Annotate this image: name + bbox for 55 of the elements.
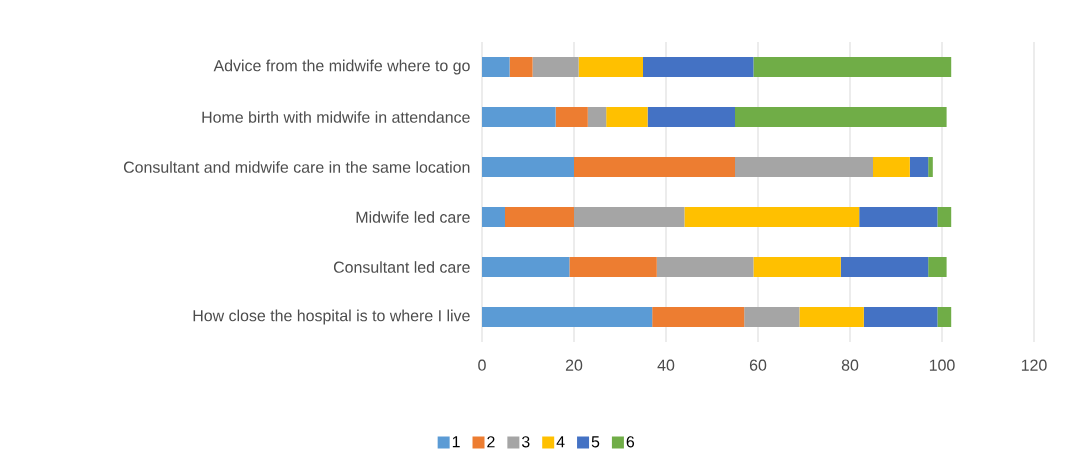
bar (735, 157, 874, 178)
bar (482, 307, 653, 327)
x-tick-label: 0 (478, 359, 486, 371)
x-tick-label: 20 (565, 359, 583, 371)
legend-label: 6 (626, 436, 635, 448)
bar (606, 107, 648, 128)
bar (863, 307, 938, 327)
x-tick-label: 40 (657, 359, 675, 371)
bar (509, 57, 533, 78)
bar (753, 57, 952, 78)
bar (647, 107, 735, 128)
y-tick-label: Advice from the midwife where to go (213, 59, 470, 75)
bar (744, 307, 800, 327)
x-tick-label: 100 (929, 359, 955, 371)
bar (643, 57, 754, 78)
bar (840, 257, 929, 277)
bar (928, 157, 933, 178)
x-tick-label: 60 (749, 359, 767, 371)
x-tick-label: 80 (841, 359, 859, 371)
bar (482, 257, 570, 277)
y-tick-label: Midwife led care (356, 211, 470, 223)
bar (505, 207, 574, 227)
bar (574, 207, 685, 227)
bar (587, 107, 607, 128)
x-tick-label: 120 (1021, 359, 1047, 371)
bar (753, 257, 841, 277)
bar (574, 157, 735, 178)
bar (656, 257, 754, 277)
bar (482, 107, 556, 128)
legend-label: 3 (521, 436, 530, 448)
legend-label: 4 (556, 436, 565, 448)
bar (482, 157, 574, 178)
y-tick-label: How close the hospital is to where I live (193, 309, 470, 325)
y-tick-label: Consultant led care (333, 261, 470, 273)
bar (555, 107, 588, 128)
legend-label: 2 (487, 436, 495, 448)
bar (928, 257, 947, 277)
bar (735, 107, 947, 128)
bar (937, 207, 952, 227)
bar (482, 207, 505, 227)
bar (652, 307, 745, 327)
bar (799, 307, 864, 327)
y-tick-label: Home birth with midwife in attendance (202, 111, 470, 123)
bar (859, 207, 938, 227)
legend-label: 5 (591, 436, 600, 448)
bar (532, 57, 579, 78)
bar (937, 307, 952, 327)
legend-label: 1 (452, 436, 460, 448)
bar (909, 157, 929, 178)
bar (578, 57, 643, 78)
bar (569, 257, 657, 277)
bar (482, 57, 510, 78)
bar (684, 207, 860, 227)
bar (873, 157, 910, 178)
y-tick-label: Consultant and midwife care in the same location (123, 161, 470, 173)
